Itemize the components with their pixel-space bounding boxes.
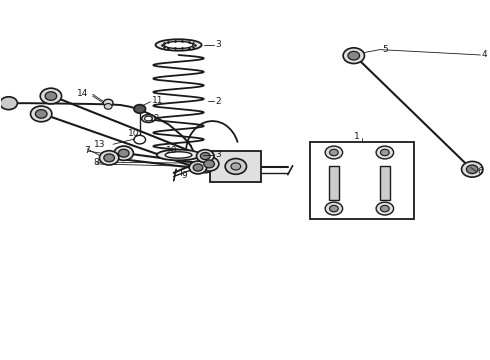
Circle shape — [196, 150, 214, 162]
Circle shape — [134, 105, 146, 113]
Ellipse shape — [165, 152, 192, 158]
Circle shape — [45, 92, 57, 100]
Circle shape — [198, 162, 213, 173]
Ellipse shape — [164, 41, 193, 49]
Text: 14: 14 — [76, 89, 88, 98]
Circle shape — [200, 153, 210, 159]
Text: 12: 12 — [149, 114, 161, 123]
Bar — [329, 166, 339, 200]
Bar — [210, 152, 261, 182]
Text: 4: 4 — [482, 50, 488, 59]
Text: 2: 2 — [215, 97, 221, 106]
Circle shape — [30, 106, 52, 122]
Ellipse shape — [142, 114, 155, 122]
Text: 9: 9 — [181, 171, 187, 180]
Bar — [310, 143, 414, 219]
Text: 5: 5 — [382, 45, 388, 54]
Circle shape — [462, 161, 483, 177]
Circle shape — [376, 202, 393, 215]
Text: 8: 8 — [94, 158, 99, 167]
Circle shape — [204, 160, 215, 168]
Text: 11: 11 — [152, 96, 163, 105]
Circle shape — [40, 88, 62, 104]
Circle shape — [199, 157, 219, 171]
Text: 7: 7 — [84, 146, 90, 155]
Circle shape — [329, 205, 338, 212]
Circle shape — [325, 202, 343, 215]
Circle shape — [380, 205, 389, 212]
Text: 3: 3 — [215, 40, 221, 49]
Text: 1: 1 — [354, 131, 360, 140]
Circle shape — [189, 161, 207, 174]
Text: 13: 13 — [94, 140, 105, 149]
Circle shape — [343, 48, 365, 64]
Ellipse shape — [145, 116, 152, 121]
Ellipse shape — [157, 150, 200, 160]
Circle shape — [104, 104, 112, 109]
Circle shape — [0, 97, 18, 110]
Circle shape — [325, 146, 343, 159]
Circle shape — [134, 135, 146, 144]
Circle shape — [376, 146, 393, 159]
Text: 6: 6 — [477, 167, 483, 176]
Circle shape — [103, 99, 113, 107]
Text: 10: 10 — [127, 129, 139, 138]
Text: 3: 3 — [215, 150, 221, 159]
Circle shape — [114, 146, 133, 160]
Circle shape — [35, 110, 47, 118]
Circle shape — [104, 154, 115, 162]
Text: 10: 10 — [167, 146, 178, 155]
Circle shape — [231, 163, 241, 170]
Circle shape — [193, 164, 203, 171]
Circle shape — [466, 165, 478, 174]
Circle shape — [225, 158, 246, 174]
Circle shape — [380, 149, 389, 156]
Circle shape — [329, 149, 338, 156]
Bar — [380, 166, 390, 200]
Circle shape — [348, 51, 360, 60]
Circle shape — [119, 149, 129, 157]
Circle shape — [99, 151, 119, 165]
Ellipse shape — [155, 39, 201, 51]
